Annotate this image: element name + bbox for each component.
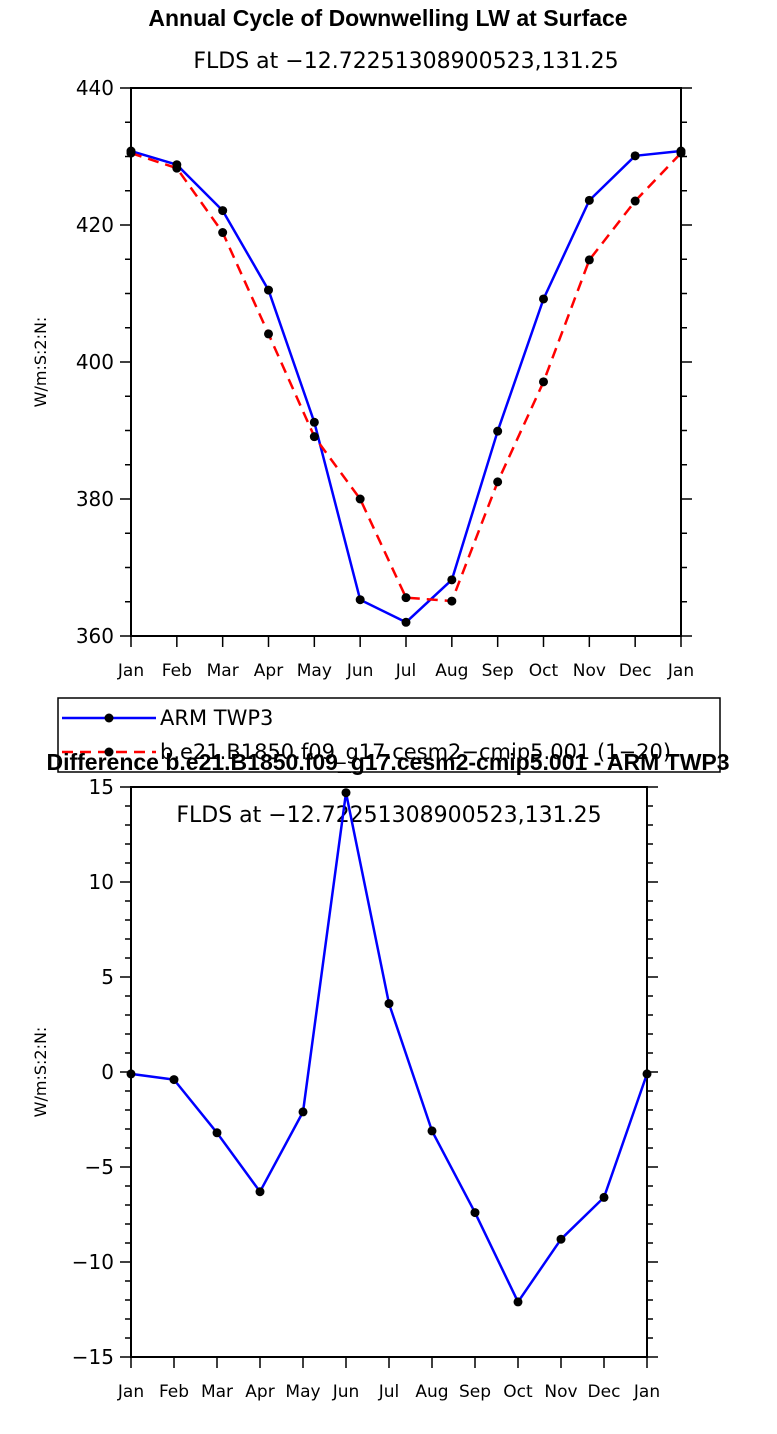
x-tick-label: Jun <box>346 661 374 681</box>
series-0 <box>126 146 686 627</box>
y-tick-label: 0 <box>101 1060 114 1084</box>
data-point <box>126 1069 136 1079</box>
y-tick-label: −10 <box>72 1250 114 1274</box>
data-point <box>493 426 503 436</box>
legend: ARM TWP3 b.e21.B1850.f09_g17.cesm2−cmip5.… <box>57 697 721 773</box>
x-tick-label: May <box>285 1382 320 1402</box>
data-point <box>355 494 365 504</box>
data-point <box>470 1208 480 1218</box>
x-tick-label: Jan <box>633 1382 660 1402</box>
y-tick-label: 420 <box>76 213 114 237</box>
x-tick-label: Apr <box>245 1382 274 1402</box>
data-point <box>298 1107 308 1117</box>
y-tick-label: 360 <box>76 624 114 648</box>
series-1 <box>126 148 686 606</box>
y-axis-label: W/m:S:2:N: <box>31 317 50 408</box>
data-point <box>642 1069 652 1079</box>
chart-bottom: Difference b.e21.B1850.f09_g17.cesm2-cmi… <box>31 749 730 1402</box>
data-point <box>539 294 548 304</box>
chart-title: Difference b.e21.B1850.f09_g17.cesm2-cmi… <box>46 749 729 775</box>
x-tick-label: May <box>297 661 332 681</box>
data-point <box>401 593 411 603</box>
data-point <box>539 377 548 387</box>
plot-frame <box>130 786 648 1358</box>
chart-subtitle: FLDS at −12.72251308900523,131.25 <box>176 803 601 828</box>
data-point <box>255 1187 265 1197</box>
data-point <box>630 151 640 161</box>
data-point <box>341 788 351 798</box>
x-tick-label: Oct <box>529 661 559 681</box>
data-point <box>401 617 411 627</box>
data-point <box>169 1075 179 1085</box>
series-0 <box>126 788 652 1307</box>
y-tick-label: 400 <box>76 350 114 374</box>
data-point <box>493 477 503 487</box>
data-point <box>676 148 686 158</box>
x-tick-label: Nov <box>544 1382 577 1402</box>
data-point <box>630 196 640 206</box>
legend-marker-1 <box>104 747 114 757</box>
data-point <box>309 432 319 442</box>
x-tick-label: Nov <box>573 661 606 681</box>
y-axis-label: W/m:S:2:N: <box>31 1027 50 1118</box>
y-ticks <box>120 786 658 1358</box>
x-tick-label: Feb <box>162 661 192 681</box>
x-tick-label: Oct <box>503 1382 533 1402</box>
data-point <box>447 596 457 606</box>
legend-entry-0: ARM TWP3 <box>160 706 273 730</box>
y-tick-label: 5 <box>101 965 114 989</box>
chart-top: Annual Cycle of Downwelling LW at Surfac… <box>31 5 721 773</box>
data-point <box>427 1126 437 1136</box>
x-tick-label: Mar <box>201 1382 233 1402</box>
x-tick-label: Jul <box>378 1382 400 1402</box>
x-tick-label: Dec <box>588 1382 621 1402</box>
series-line <box>130 151 682 603</box>
plot-frame <box>130 87 682 637</box>
y-tick-label: 440 <box>76 76 114 100</box>
x-tick-label: Sep <box>482 661 514 681</box>
legend-entry-1: b.e21.B1850.f09_g17.cesm2−cmip5.001 (1−2… <box>160 740 671 765</box>
x-tick-label: Jan <box>667 661 694 681</box>
x-tick-label: Feb <box>159 1382 189 1402</box>
data-point <box>513 1297 523 1307</box>
y-tick-label: 15 <box>89 775 114 799</box>
data-point <box>264 285 273 295</box>
data-point <box>126 148 136 158</box>
y-ticks <box>120 87 692 637</box>
y-tick-label: −15 <box>72 1345 114 1369</box>
chart-title: Annual Cycle of Downwelling LW at Surfac… <box>148 5 627 31</box>
x-tick-label: Jan <box>117 661 144 681</box>
y-tick-label: −5 <box>85 1155 114 1179</box>
x-tick-label: Mar <box>207 661 239 681</box>
x-tick-label: Aug <box>435 661 468 681</box>
x-tick-label: Sep <box>459 1382 491 1402</box>
legend-marker-0 <box>104 713 114 723</box>
y-tick-label: 380 <box>76 487 114 511</box>
x-tick-label: Apr <box>254 661 283 681</box>
data-point <box>355 595 365 605</box>
data-point <box>447 575 457 585</box>
x-tick-label: Dec <box>619 661 652 681</box>
x-tick-label: Jun <box>332 1382 360 1402</box>
data-point <box>556 1234 566 1244</box>
data-point <box>212 1128 222 1138</box>
legend-box <box>57 697 721 773</box>
data-point <box>384 999 394 1009</box>
data-point <box>584 195 594 205</box>
data-point <box>172 163 182 173</box>
data-point <box>218 228 228 238</box>
x-tick-label: Jul <box>395 661 417 681</box>
x-tick-label: Jan <box>117 1382 144 1402</box>
data-point <box>264 329 273 339</box>
data-point <box>599 1192 609 1202</box>
data-point <box>584 255 594 265</box>
chart-subtitle: FLDS at −12.72251308900523,131.25 <box>193 49 618 74</box>
data-point <box>309 417 319 427</box>
y-tick-label: 10 <box>89 870 114 894</box>
data-point <box>218 206 228 216</box>
x-tick-label: Aug <box>415 1382 448 1402</box>
series-line <box>130 791 649 1304</box>
